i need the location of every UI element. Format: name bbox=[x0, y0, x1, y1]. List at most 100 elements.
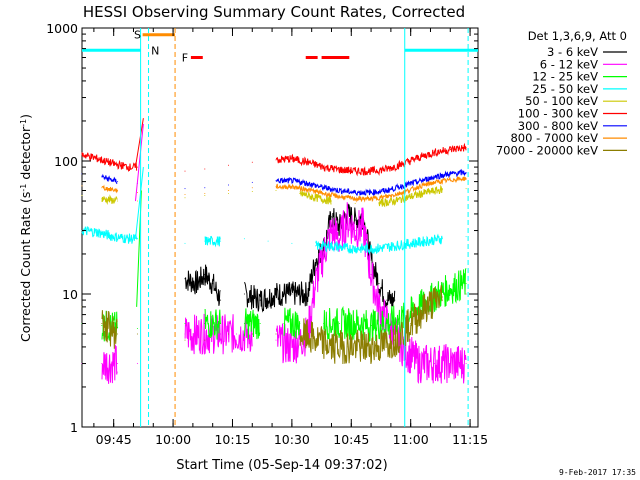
data-point bbox=[267, 240, 269, 242]
data-point bbox=[251, 191, 253, 192]
y-axis-label: Corrected Count Rate (s-1 detector-1) bbox=[18, 114, 33, 342]
data-point bbox=[378, 202, 380, 204]
data-point bbox=[136, 200, 138, 202]
data-point bbox=[307, 189, 309, 191]
data-point bbox=[101, 363, 103, 364]
data-point bbox=[402, 185, 404, 187]
data-point bbox=[97, 232, 99, 233]
data-point bbox=[275, 159, 277, 161]
data-point bbox=[465, 293, 467, 295]
axes-layer: 1 10 100 1000 09:45 10:00 10:15 10:30 10:45 11:00… bbox=[46, 21, 488, 447]
data-point bbox=[81, 154, 83, 155]
data-point bbox=[97, 158, 99, 160]
legend-entry-label: 800 - 7000 keV bbox=[510, 131, 598, 145]
data-point bbox=[378, 248, 380, 249]
data-point bbox=[323, 323, 325, 324]
data-point bbox=[136, 328, 138, 329]
data-point bbox=[136, 333, 138, 335]
data-point bbox=[136, 192, 138, 193]
data-point bbox=[275, 339, 277, 341]
data-point bbox=[136, 238, 138, 240]
legend-entry-label: 6 - 12 keV bbox=[540, 57, 598, 71]
data-point bbox=[370, 325, 372, 326]
data-point bbox=[307, 293, 309, 295]
data-point bbox=[196, 283, 198, 284]
data-point bbox=[275, 333, 277, 335]
data-point bbox=[101, 198, 103, 200]
data-point bbox=[346, 248, 348, 249]
data-point bbox=[394, 299, 396, 301]
data-point bbox=[129, 238, 130, 240]
data-point bbox=[291, 346, 293, 348]
data-point bbox=[331, 200, 332, 202]
data-point bbox=[184, 333, 186, 335]
x-tick-label: 10:15 bbox=[214, 432, 250, 447]
data-point bbox=[338, 196, 340, 198]
data-point bbox=[418, 181, 420, 183]
x-tick-label: 10:45 bbox=[333, 432, 369, 447]
data-point bbox=[378, 306, 380, 308]
data-point bbox=[184, 278, 186, 280]
data-point bbox=[204, 187, 206, 189]
data-point bbox=[426, 240, 427, 242]
data-point bbox=[394, 339, 396, 341]
data-point bbox=[243, 238, 245, 240]
data-point bbox=[354, 192, 356, 193]
data-point bbox=[184, 323, 186, 324]
data-point bbox=[354, 323, 356, 324]
data-point bbox=[291, 242, 293, 244]
data-point bbox=[101, 323, 103, 324]
series-7000-20000keV-line bbox=[81, 285, 467, 365]
data-point bbox=[386, 168, 388, 170]
series-100-300keV-line bbox=[81, 142, 467, 177]
data-point bbox=[228, 333, 229, 335]
data-point bbox=[275, 293, 277, 295]
data-point bbox=[418, 363, 420, 364]
data-point bbox=[433, 151, 435, 153]
data-point bbox=[465, 363, 467, 364]
data-point bbox=[323, 193, 325, 194]
data-point bbox=[228, 193, 229, 194]
data-point bbox=[299, 333, 301, 335]
chart-title: HESSI Observing Summary Count Rates, Cor… bbox=[83, 3, 465, 21]
data-point bbox=[465, 172, 467, 173]
data-point bbox=[204, 240, 206, 242]
data-point bbox=[362, 248, 364, 249]
data-point bbox=[323, 187, 325, 189]
data-point bbox=[251, 181, 253, 183]
data-point bbox=[346, 346, 348, 348]
legend-entry-label: 50 - 100 keV bbox=[525, 94, 598, 108]
data-point bbox=[307, 161, 309, 163]
data-point bbox=[378, 283, 380, 284]
data-point bbox=[184, 194, 186, 195]
data-point bbox=[323, 166, 325, 168]
plot-frame bbox=[81, 27, 479, 428]
footer-timestamp: 9-Feb-2017 17:35 bbox=[559, 468, 636, 477]
data-point bbox=[196, 333, 198, 335]
data-point bbox=[394, 200, 396, 202]
data-point bbox=[291, 293, 293, 295]
flag-label: S bbox=[134, 29, 141, 42]
data-point bbox=[426, 192, 427, 193]
data-point bbox=[291, 158, 293, 160]
data-point bbox=[465, 147, 467, 149]
data-point bbox=[220, 323, 222, 324]
data-point bbox=[331, 346, 332, 348]
data-point bbox=[331, 216, 332, 218]
data-point bbox=[362, 226, 364, 228]
observing-flags-layer: SN F bbox=[82, 28, 478, 427]
data-point bbox=[410, 242, 412, 244]
data-point bbox=[426, 306, 427, 308]
legend-entry-label: 300 - 800 keV bbox=[518, 119, 598, 133]
data-point bbox=[370, 274, 372, 276]
data-point bbox=[433, 176, 435, 178]
data-point bbox=[449, 363, 451, 364]
data-point bbox=[307, 182, 309, 184]
data-point bbox=[228, 190, 229, 191]
x-tick-label: 11:15 bbox=[452, 432, 488, 447]
data-point bbox=[283, 323, 285, 324]
data-point bbox=[402, 163, 404, 165]
series-300-800keV-line bbox=[81, 168, 467, 197]
data-point bbox=[275, 186, 277, 188]
data-point bbox=[101, 187, 103, 189]
